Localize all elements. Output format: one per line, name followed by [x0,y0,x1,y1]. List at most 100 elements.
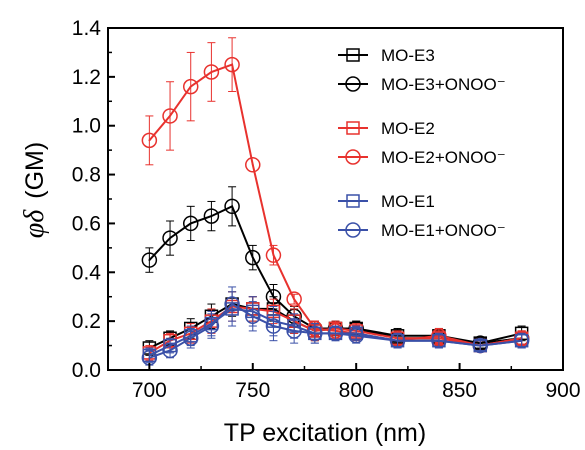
data-point [513,332,530,349]
data-point-shape [224,296,240,312]
data-point-shape [203,318,220,334]
data-point-dot [231,205,233,208]
data-point-dot [251,256,254,259]
data-point-dot [148,259,151,261]
data-point [162,230,178,246]
data-point [286,291,302,307]
data-point-shape [162,230,178,246]
data-point-shape [203,208,220,224]
data-point [162,342,178,359]
data-point [307,325,323,342]
data-point-dot [251,163,254,166]
data-point [348,328,364,344]
legend-label-5: MO-E1+ONOO⁻ [381,221,506,240]
data-point-shape [389,332,406,349]
data-point [203,318,220,334]
legend-item-3: MO-E2+ONOO⁻ [338,148,506,167]
legend-item-5: MO-E1+ONOO⁻ [338,221,506,240]
legend-item-2: MO-E2 [338,119,435,138]
legend-marker [346,121,360,135]
data-point-dot [293,298,296,301]
data-point [265,318,282,334]
y-tick-label-3: 0.6 [72,212,101,235]
data-point-shape [141,132,158,149]
data-point-shape [348,328,364,344]
y-tick-label-4: 0.8 [72,164,101,187]
data-point-shape [224,198,240,215]
data-point [472,337,489,354]
legend-marker-shape [346,194,360,208]
y-tick-label-0: 0.0 [72,359,101,382]
data-point-shape [182,330,199,346]
legend-marker-shape [346,121,360,135]
data-point-shape [245,249,261,266]
y-tick-label-1: 0.2 [72,310,101,333]
legend-label-1: MO-E3+ONOO⁻ [381,75,506,94]
data-point [224,296,240,312]
data-point-dot [251,315,254,318]
legend-item-0: MO-E3 [338,46,435,65]
data-point-dot [355,334,358,337]
data-point-shape [472,337,489,354]
legend-marker [345,76,361,92]
data-point [203,64,220,80]
y-axis-label-symbol: φδ [19,209,50,238]
data-point [224,56,240,73]
legend-item-4: MO-E1 [338,192,435,211]
data-point-shape [431,332,447,349]
data-point-shape [307,325,323,342]
legend-item-1: MO-E3+ONOO⁻ [338,75,506,94]
legend-marker [345,222,361,238]
data-point-dot [272,295,275,298]
x-axis-label: TP excitation (nm) [224,419,426,447]
y-tick-label-7: 1.4 [72,17,102,40]
data-point-dot [520,339,523,342]
data-point-shape [286,291,302,307]
data-point-dot [438,339,440,342]
data-point-dot [313,332,316,335]
data-point-shape [182,78,199,95]
data-point-shape [182,215,199,232]
legend-marker-shape [345,76,361,92]
data-point-shape [141,252,158,268]
legend-marker [345,149,361,165]
data-point-dot [479,344,482,347]
data-point-dot [169,237,171,239]
y-tick-label-5: 1.0 [72,115,101,138]
data-point-dot [210,71,213,73]
legend-marker-shape [345,149,361,165]
data-point-shape [265,318,282,334]
data-point [265,247,282,263]
data-point-shape [203,64,220,80]
data-point [182,215,199,232]
data-point-dot [189,222,192,225]
data-point [245,249,261,266]
legend-label-4: MO-E1 [381,192,435,211]
legend: MO-E3 MO-E3+ONOO⁻ MO-E2 MO-E2+ONOO⁻ MO-E1 MO-… [338,46,506,240]
data-point [162,108,178,124]
data-point-dot [231,63,233,66]
data-point [203,208,220,224]
legend-marker-shape [345,222,361,238]
data-point-dot [293,330,296,332]
data-point-dot [169,349,171,352]
data-point-shape [265,247,282,263]
plot-area [141,37,530,366]
svg-text:φδ (GM): φδ (GM) [19,142,50,238]
data-point-dot [396,339,399,342]
data-point [389,332,406,349]
x-tick-label-4: 900 [545,379,580,402]
data-point [245,157,261,173]
x-tick-label-3: 850 [442,379,477,402]
legend-marker-dot [352,229,354,231]
axes: 700 750 800 850 900 0.0 0.2 0.4 0.6 0.8 1.0 1.2 1.4 [72,17,581,402]
legend-marker-shape [346,48,360,62]
data-point [245,308,261,325]
data-point-dot [272,254,275,257]
data-point-dot [334,332,337,335]
data-point [431,332,447,349]
data-point [141,252,158,268]
data-point [286,323,302,339]
data-point [327,325,344,342]
